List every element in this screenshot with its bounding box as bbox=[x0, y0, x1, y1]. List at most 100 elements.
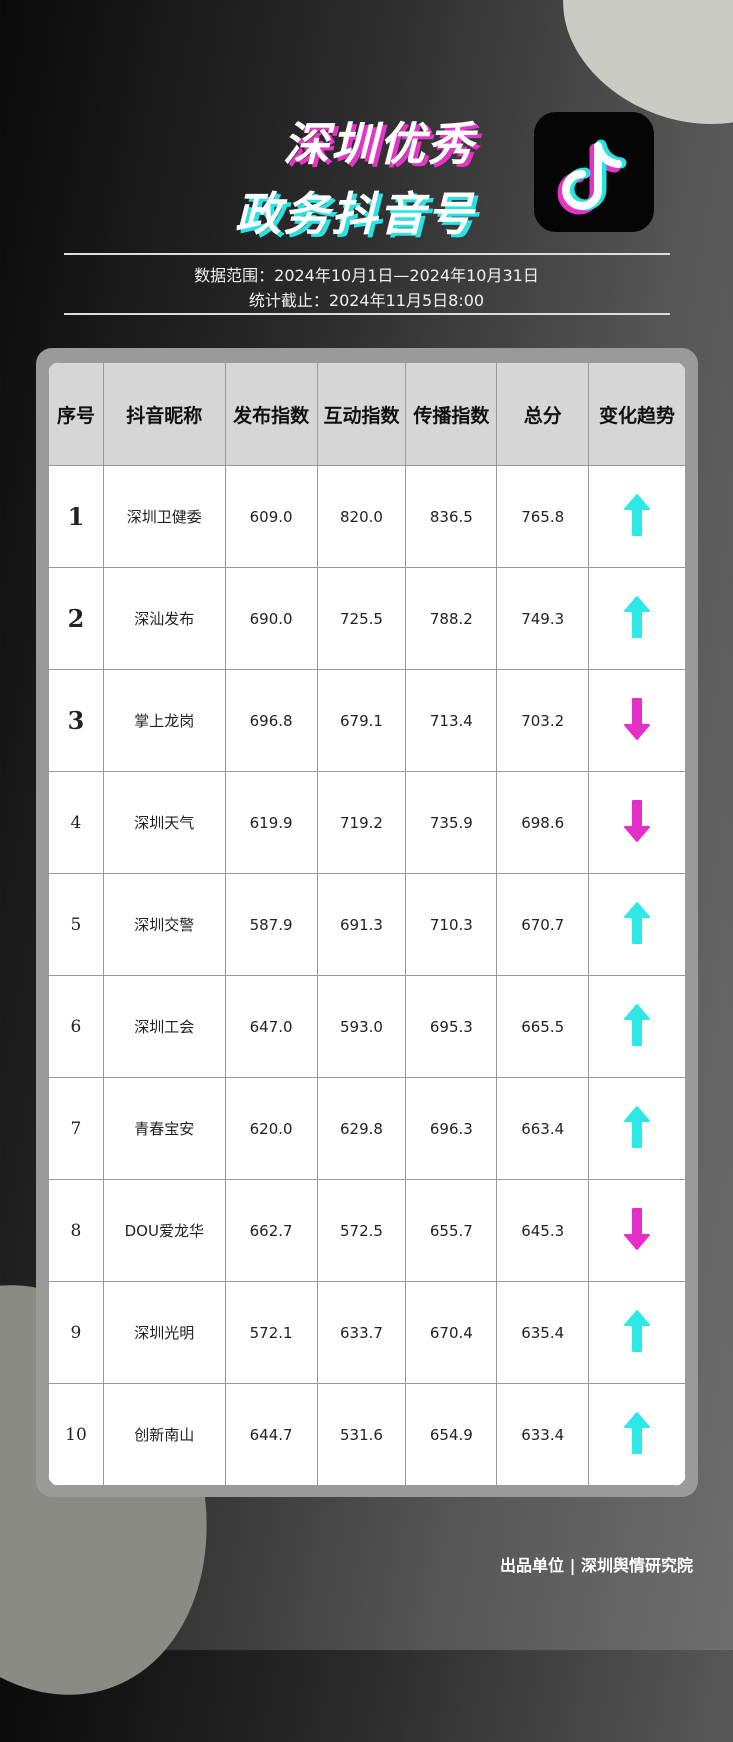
arrow-up-icon bbox=[624, 1309, 651, 1352]
cell-total: 635.4 bbox=[496, 1281, 590, 1384]
cell-interact: 572.5 bbox=[316, 1179, 407, 1282]
cell-rank: 6 bbox=[48, 975, 104, 1078]
arrow-up-icon bbox=[624, 901, 651, 944]
arrow-up-icon bbox=[624, 493, 651, 536]
cell-total: 703.2 bbox=[496, 669, 590, 772]
cell-spread: 654.9 bbox=[405, 1383, 498, 1486]
cell-publish: 647.0 bbox=[224, 975, 318, 1078]
cell-publish: 696.8 bbox=[224, 669, 318, 772]
cell-name: DOU爱龙华 bbox=[102, 1179, 226, 1282]
douyin-logo-icon bbox=[534, 112, 654, 232]
cell-trend bbox=[588, 1077, 686, 1180]
cell-name: 深圳卫健委 bbox=[102, 465, 226, 568]
cell-rank: 8 bbox=[48, 1179, 104, 1282]
cell-rank: 5 bbox=[48, 873, 104, 976]
table-row: 1 深圳卫健委 609.0 820.0 836.5 765.8 bbox=[48, 465, 686, 568]
cell-rank: 9 bbox=[48, 1281, 104, 1384]
cell-name: 掌上龙岗 bbox=[102, 669, 226, 772]
cell-total: 670.7 bbox=[496, 873, 590, 976]
cell-interact: 633.7 bbox=[316, 1281, 407, 1384]
cell-name: 深汕发布 bbox=[102, 567, 226, 670]
cell-rank: 1 bbox=[48, 465, 104, 568]
cell-trend bbox=[588, 465, 686, 568]
table-row: 10 创新南山 644.7 531.6 654.9 633.4 bbox=[48, 1383, 686, 1486]
cell-name: 深圳工会 bbox=[102, 975, 226, 1078]
table-row: 6 深圳工会 647.0 593.0 695.3 665.5 bbox=[48, 975, 686, 1078]
cell-trend bbox=[588, 1383, 686, 1486]
cell-name: 创新南山 bbox=[102, 1383, 226, 1486]
cell-interact: 629.8 bbox=[316, 1077, 407, 1180]
cell-total: 698.6 bbox=[496, 771, 590, 874]
cell-rank: 2 bbox=[48, 567, 104, 670]
table-row: 9 深圳光明 572.1 633.7 670.4 635.4 bbox=[48, 1281, 686, 1384]
table-row: 5 深圳交警 587.9 691.3 710.3 670.7 bbox=[48, 873, 686, 976]
cell-interact: 820.0 bbox=[316, 465, 407, 568]
table-row: 4 深圳天气 619.9 719.2 735.9 698.6 bbox=[48, 771, 686, 874]
arrow-up-icon bbox=[624, 1105, 651, 1148]
table-row: 7 青春宝安 620.0 629.8 696.3 663.4 bbox=[48, 1077, 686, 1180]
table-row: 8 DOU爱龙华 662.7 572.5 655.7 645.3 bbox=[48, 1179, 686, 1282]
cell-publish: 620.0 bbox=[224, 1077, 318, 1180]
cell-trend bbox=[588, 1179, 686, 1282]
cell-trend bbox=[588, 669, 686, 772]
cell-publish: 662.7 bbox=[224, 1179, 318, 1282]
cell-spread: 735.9 bbox=[405, 771, 498, 874]
column-header: 发布指数 bbox=[224, 362, 318, 466]
cell-total: 645.3 bbox=[496, 1179, 590, 1282]
column-header: 变化趋势 bbox=[588, 362, 686, 466]
arrow-up-icon bbox=[624, 1411, 651, 1454]
cell-spread: 713.4 bbox=[405, 669, 498, 772]
cell-publish: 644.7 bbox=[224, 1383, 318, 1486]
arrow-up-icon bbox=[624, 595, 651, 638]
arrow-down-icon bbox=[624, 697, 651, 740]
table-row: 2 深汕发布 690.0 725.5 788.2 749.3 bbox=[48, 567, 686, 670]
footer-credit: 出品单位 | 深圳舆情研究院 bbox=[500, 1556, 693, 1575]
cell-trend bbox=[588, 567, 686, 670]
cell-name: 深圳交警 bbox=[102, 873, 226, 976]
cell-name: 深圳光明 bbox=[102, 1281, 226, 1384]
divider-bottom bbox=[64, 313, 670, 315]
cell-rank: 3 bbox=[48, 669, 104, 772]
cell-interact: 679.1 bbox=[316, 669, 407, 772]
cell-spread: 695.3 bbox=[405, 975, 498, 1078]
column-header: 传播指数 bbox=[405, 362, 498, 466]
cell-spread: 836.5 bbox=[405, 465, 498, 568]
ranking-table: 序号 抖音昵称 发布指数 互动指数 传播指数 总分 变化趋势 1 深圳卫健委 609.0 820.… bbox=[48, 362, 686, 1486]
cell-name: 深圳天气 bbox=[102, 771, 226, 874]
cell-publish: 587.9 bbox=[224, 873, 318, 976]
cell-total: 663.4 bbox=[496, 1077, 590, 1180]
cell-spread: 670.4 bbox=[405, 1281, 498, 1384]
cell-trend bbox=[588, 975, 686, 1078]
cell-publish: 619.9 bbox=[224, 771, 318, 874]
cell-spread: 655.7 bbox=[405, 1179, 498, 1282]
arrow-up-icon bbox=[624, 1003, 651, 1046]
cell-total: 765.8 bbox=[496, 465, 590, 568]
column-header: 序号 bbox=[48, 362, 104, 466]
column-header: 互动指数 bbox=[316, 362, 407, 466]
table-row: 3 掌上龙岗 696.8 679.1 713.4 703.2 bbox=[48, 669, 686, 772]
cell-trend bbox=[588, 873, 686, 976]
cell-interact: 691.3 bbox=[316, 873, 407, 976]
column-header: 抖音昵称 bbox=[102, 362, 226, 466]
cell-name: 青春宝安 bbox=[102, 1077, 226, 1180]
title-line2: 政务抖音号 bbox=[235, 187, 475, 241]
date-range: 数据范围：2024年10月1日—2024年10月31日 bbox=[194, 266, 539, 285]
cell-interact: 725.5 bbox=[316, 567, 407, 670]
arrow-down-icon bbox=[624, 799, 651, 842]
cell-interact: 719.2 bbox=[316, 771, 407, 874]
cell-rank: 7 bbox=[48, 1077, 104, 1180]
cell-spread: 788.2 bbox=[405, 567, 498, 670]
cell-rank: 10 bbox=[48, 1383, 104, 1486]
cell-publish: 609.0 bbox=[224, 465, 318, 568]
cell-publish: 690.0 bbox=[224, 567, 318, 670]
cutoff-time: 统计截止：2024年11月5日8:00 bbox=[248, 291, 485, 310]
title-line1: 深圳优秀 bbox=[283, 117, 475, 171]
column-header: 总分 bbox=[496, 362, 590, 466]
arrow-down-icon bbox=[624, 1207, 651, 1250]
cell-total: 665.5 bbox=[496, 975, 590, 1078]
cell-total: 633.4 bbox=[496, 1383, 590, 1486]
cell-rank: 4 bbox=[48, 771, 104, 874]
divider-top bbox=[64, 253, 670, 255]
cell-interact: 593.0 bbox=[316, 975, 407, 1078]
cell-spread: 710.3 bbox=[405, 873, 498, 976]
